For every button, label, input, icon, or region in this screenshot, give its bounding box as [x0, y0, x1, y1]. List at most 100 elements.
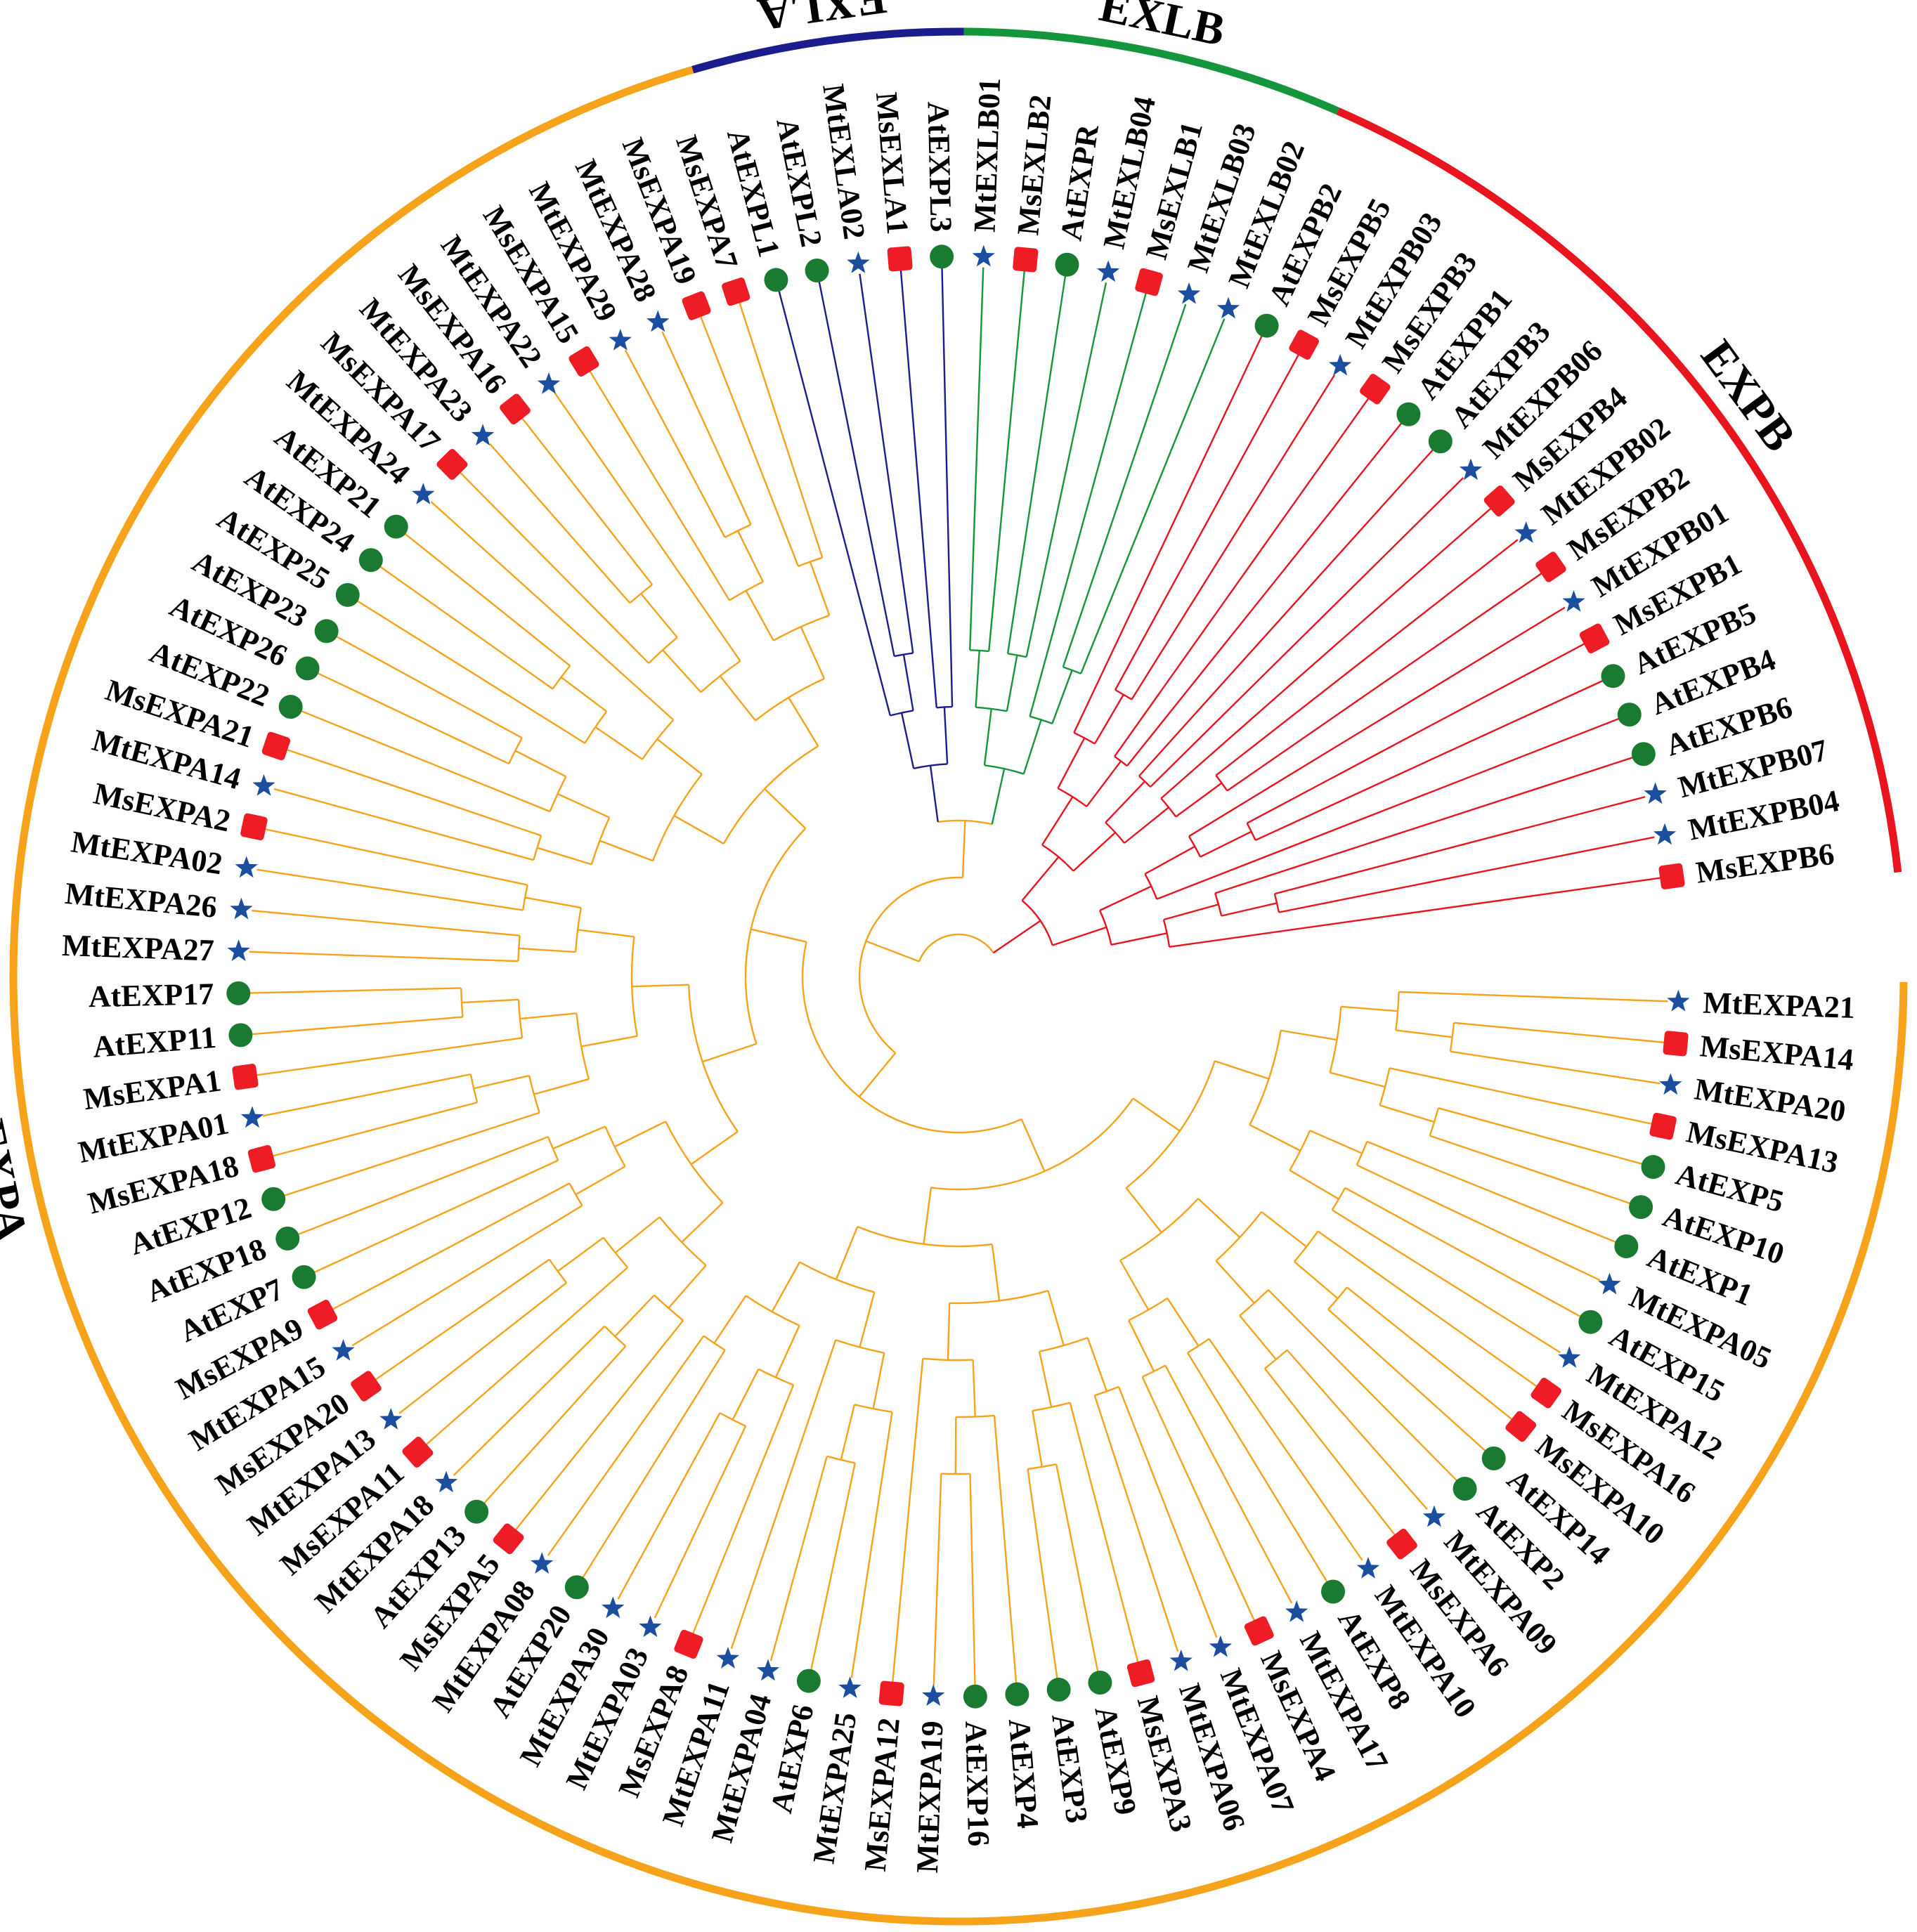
- branch-arc: [648, 637, 678, 664]
- star-icon: [639, 1615, 662, 1638]
- branch-line: [769, 1456, 828, 1662]
- branch-line: [519, 947, 576, 953]
- circle-icon: [228, 1023, 253, 1047]
- species-markers: [226, 244, 1690, 1709]
- branch-line: [941, 267, 954, 707]
- branch-line: [297, 1135, 549, 1236]
- branch-line: [788, 697, 819, 747]
- square-icon: [247, 1144, 276, 1173]
- branch-line: [662, 649, 702, 693]
- branch-line: [923, 1187, 932, 1244]
- branch-line: [473, 1074, 530, 1090]
- branch-arc: [975, 706, 1008, 712]
- branch-arc: [937, 819, 992, 825]
- star-icon: [412, 483, 435, 504]
- star-icon: [646, 310, 670, 332]
- branch-line: [865, 940, 920, 962]
- circle-icon: [1578, 1310, 1603, 1334]
- branch-arc: [1029, 715, 1053, 725]
- branch-arc: [658, 1216, 707, 1266]
- branch-line: [547, 1335, 705, 1556]
- clade-arc-expa: [9, 66, 1908, 1926]
- branch-arc: [799, 1261, 875, 1293]
- branch-line: [581, 1350, 726, 1579]
- branch-line: [932, 1473, 942, 1686]
- branch-line: [1344, 1187, 1582, 1318]
- square-icon: [1386, 1528, 1417, 1560]
- branch-arc: [568, 1182, 583, 1206]
- branch-line: [514, 750, 566, 778]
- branch-arc: [654, 1294, 684, 1321]
- circle-icon: [335, 582, 360, 607]
- clade-arc-exlb: [963, 27, 1340, 115]
- branch-line: [614, 1216, 661, 1254]
- branch-line: [594, 726, 643, 760]
- branch-line: [1128, 1319, 1155, 1372]
- branch-line: [1341, 1005, 1398, 1012]
- branch-arc: [576, 1013, 590, 1080]
- leaf-labels: MtEXPA21MsEXPA14MtEXPA20MsEXPA13AtEXP5At…: [61, 77, 1856, 1874]
- circle-icon: [278, 695, 303, 719]
- branch-arc: [584, 710, 608, 744]
- branch-line: [774, 1325, 800, 1378]
- branch-line: [249, 987, 462, 994]
- branch-line: [577, 929, 635, 938]
- branch-line: [1032, 1410, 1044, 1468]
- star-icon: [332, 1339, 355, 1361]
- leaf-label: MsEXPA12: [858, 1716, 906, 1873]
- branch-line: [1141, 1376, 1256, 1622]
- branch-arc: [1094, 1385, 1119, 1397]
- star-icon: [1422, 1505, 1446, 1527]
- star-icon: [1514, 521, 1538, 543]
- square-icon: [674, 1629, 703, 1659]
- square-icon: [722, 278, 750, 306]
- branch-line: [599, 840, 654, 862]
- branch-line: [1396, 1029, 1453, 1038]
- branch-line: [1280, 1029, 1337, 1041]
- branch-line: [681, 1202, 724, 1244]
- branch-line: [489, 443, 631, 604]
- square-icon: [351, 1371, 382, 1402]
- branch-line: [1214, 756, 1634, 894]
- branch-arc: [1128, 1297, 1169, 1321]
- branch-line: [1366, 1140, 1617, 1244]
- circle-icon: [1631, 742, 1656, 766]
- branch-line: [1093, 1395, 1179, 1652]
- branch-arc: [1327, 1286, 1348, 1310]
- branch-line: [557, 1236, 604, 1272]
- square-icon: [307, 1299, 338, 1330]
- branch-line: [1047, 1290, 1065, 1346]
- leaf-label: MsEXPB6: [1694, 837, 1836, 890]
- star-icon: [716, 1647, 740, 1669]
- star-icon: [230, 897, 253, 920]
- branch-line: [273, 788, 534, 861]
- circle-icon: [1629, 1195, 1653, 1220]
- branch-line: [1038, 1351, 1053, 1408]
- circle-icon: [464, 1499, 489, 1524]
- leaf-label: MtEXPA21: [1702, 986, 1855, 1026]
- branch-line: [1020, 1118, 1046, 1172]
- branch-arc: [798, 556, 823, 568]
- square-icon: [500, 393, 531, 425]
- branch-line: [818, 280, 895, 657]
- branch-line: [947, 1303, 951, 1360]
- clade-arcs: [9, 27, 1908, 1926]
- branch-line: [262, 1073, 472, 1117]
- circle-icon: [1254, 313, 1279, 338]
- star-icon: [602, 1596, 625, 1619]
- star-icon: [1169, 1649, 1193, 1671]
- branch-line: [1255, 679, 1604, 842]
- square-icon: [493, 1523, 524, 1555]
- branch-arc: [755, 677, 825, 722]
- branch-line: [719, 675, 757, 722]
- star-icon: [240, 1106, 264, 1128]
- branch-line: [809, 561, 831, 616]
- branch-line: [614, 1294, 655, 1337]
- circle-icon: [1005, 1682, 1029, 1706]
- branch-line: [379, 565, 554, 690]
- branch-arc: [1379, 1068, 1391, 1106]
- branch-arc: [549, 776, 567, 812]
- star-icon: [838, 1676, 862, 1699]
- leaf-label: AtEXPL3: [921, 101, 959, 233]
- branch-line: [1080, 318, 1226, 674]
